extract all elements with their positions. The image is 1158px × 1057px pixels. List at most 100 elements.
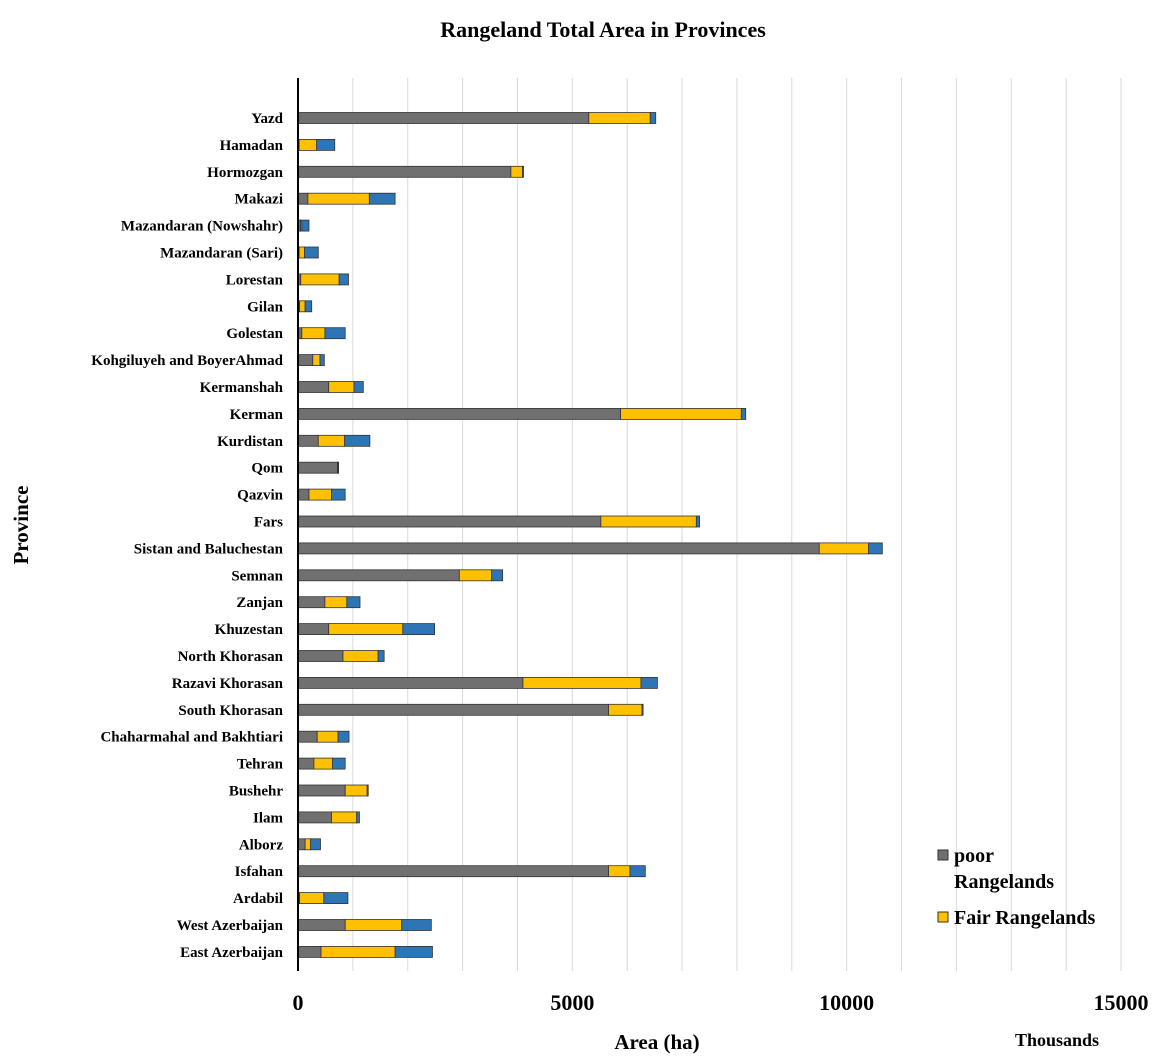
category-label-west-azerbaijan: West Azerbaijan	[177, 918, 284, 934]
bar-segment-mazandaran-nowshahr-series-2	[301, 219, 310, 232]
category-label-hamadan: Hamadan	[220, 138, 284, 154]
bar-segment-lorestan-series-1	[300, 273, 340, 286]
bar-segment-alborz-series-0	[297, 838, 306, 851]
bar-segment-khuzestan-series-1	[328, 623, 404, 635]
category-label-makazi: Makazi	[235, 192, 283, 208]
y-axis-title: Province	[9, 486, 33, 565]
bar-group-ardabil	[297, 892, 349, 904]
bar-segment-sistan-and-baluchestan-series-2	[868, 542, 883, 555]
bar-group-hormozgan	[297, 165, 524, 178]
bar-group-chaharmahal-and-bakhtiari	[297, 730, 350, 743]
category-label-gilan: Gilan	[247, 299, 284, 315]
bar-segment-west-azerbaijan-series-2	[401, 919, 432, 931]
bar-segment-south-khorasan-series-1	[608, 703, 643, 716]
chart-title: Rangeland Total Area in Provinces	[440, 17, 766, 42]
y-axis-category-labels: Yazd Hamadan Hormozgan Makazi Mazandaran (No…	[91, 111, 283, 961]
legend-label-poor-rangelands: poor Rangelands	[954, 845, 1054, 893]
bar-segment-zanjan-series-2	[346, 596, 361, 609]
category-label-fars: Fars	[254, 515, 283, 531]
bar-segment-qazvin-series-1	[308, 488, 332, 501]
legend-label-poor-rangelands-line1: poor	[954, 845, 994, 867]
category-label-qazvin: Qazvin	[237, 488, 283, 504]
bar-segment-east-azerbaijan-series-1	[320, 946, 396, 958]
bar-segment-north-khorasan-series-0	[297, 650, 344, 662]
category-label-isfahan: Isfahan	[235, 864, 284, 880]
bar-segment-khuzestan-series-2	[402, 623, 436, 635]
bar-segment-qazvin-series-0	[297, 488, 310, 501]
bar-segment-tehran-series-1	[313, 757, 333, 770]
bar-segment-qom-series-2	[337, 461, 340, 474]
bar-segment-sistan-and-baluchestan-series-0	[297, 542, 820, 555]
bar-group-fars	[297, 515, 701, 528]
bar-segment-south-khorasan-series-2	[641, 703, 644, 716]
bar-segment-chaharmahal-and-bakhtiari-series-1	[316, 730, 339, 743]
x-axis-units-label: Thousands	[1015, 1030, 1099, 1050]
x-tick-label: 15000	[1094, 990, 1149, 1015]
bar-group-hamadan	[297, 138, 336, 151]
bar-segment-fars-series-0	[297, 515, 602, 528]
category-label-mazandaran-sari: Mazandaran (Sari)	[160, 246, 283, 262]
bar-segment-yazd-series-2	[649, 112, 657, 124]
legend-label-fair-rangelands: Fair Rangelands	[954, 907, 1096, 929]
bar-segment-east-azerbaijan-series-0	[297, 946, 322, 958]
category-label-razavi-khorasan: Razavi Khorasan	[172, 676, 284, 692]
bar-group-ilam	[297, 811, 360, 824]
bar-segment-kohgiluyeh-and-boyerahmad-series-1	[312, 354, 321, 367]
category-label-ardabil: Ardabil	[233, 891, 283, 907]
bar-segment-kerman-series-1	[620, 407, 742, 420]
bar-segment-alborz-series-2	[310, 838, 321, 851]
bar-segment-tehran-series-2	[332, 757, 346, 770]
bar-segment-west-azerbaijan-series-0	[297, 919, 346, 931]
bar-segment-khuzestan-series-0	[297, 623, 330, 635]
x-tick-label: 0	[293, 990, 304, 1015]
bar-series-group	[297, 112, 883, 958]
bar-segment-chaharmahal-and-bakhtiari-series-0	[297, 730, 318, 743]
legend-swatch-fair-rangelands	[937, 911, 949, 923]
bar-group-semnan	[297, 569, 504, 582]
bar-segment-razavi-khorasan-series-1	[522, 677, 642, 689]
category-label-lorestan: Lorestan	[226, 272, 284, 288]
bar-segment-golestan-series-2	[324, 327, 346, 340]
bar-segment-kurdistan-series-0	[297, 434, 319, 447]
category-label-sistan-and-baluchestan: Sistan and Baluchestan	[134, 541, 284, 557]
bar-group-mazandaran-sari	[297, 246, 319, 259]
bar-segment-mazandaran-sari-series-1	[298, 246, 305, 259]
bar-group-bushehr	[297, 784, 369, 797]
bar-segment-north-khorasan-series-1	[342, 650, 379, 662]
bar-group-south-khorasan	[297, 703, 644, 716]
bar-segment-ilam-series-2	[356, 811, 360, 824]
bar-segment-mazandaran-sari-series-2	[304, 246, 319, 259]
bar-group-east-azerbaijan	[297, 946, 433, 958]
bar-segment-kermanshah-series-1	[328, 381, 355, 393]
bar-group-kerman	[297, 407, 747, 420]
bar-segment-south-khorasan-series-0	[297, 703, 609, 716]
bar-group-qom	[297, 461, 340, 474]
bar-group-lorestan	[297, 273, 349, 286]
category-label-kurdistan: Kurdistan	[217, 434, 284, 450]
bar-segment-sistan-and-baluchestan-series-1	[818, 542, 870, 555]
category-label-kermanshah: Kermanshah	[200, 380, 284, 396]
bar-segment-yazd-series-0	[297, 112, 590, 124]
bar-segment-north-khorasan-series-2	[377, 650, 385, 662]
bar-segment-chaharmahal-and-bakhtiari-series-2	[337, 730, 350, 743]
legend-label-poor-rangelands-line2: Rangelands	[954, 871, 1054, 893]
bar-segment-razavi-khorasan-series-0	[297, 677, 524, 689]
bar-segment-qom-series-0	[297, 461, 338, 474]
bar-segment-ardabil-series-1	[299, 892, 325, 904]
bar-segment-isfahan-series-2	[629, 865, 646, 878]
bar-segment-isfahan-series-0	[297, 865, 609, 878]
bar-segment-semnan-series-0	[297, 569, 460, 582]
bar-segment-lorestan-series-2	[338, 273, 349, 286]
bar-segment-kermanshah-series-0	[297, 381, 330, 393]
bar-segment-hormozgan-series-0	[297, 165, 512, 178]
bar-group-golestan	[297, 327, 346, 340]
bar-group-north-khorasan	[297, 650, 385, 662]
bar-segment-hamadan-series-1	[298, 138, 318, 151]
category-label-south-khorasan: South Khorasan	[178, 703, 283, 719]
bar-segment-hormozgan-series-1	[510, 165, 523, 178]
bar-segment-kurdistan-series-2	[344, 434, 371, 447]
bar-segment-makazi-series-1	[307, 192, 370, 205]
x-tick-label: 5000	[550, 990, 594, 1015]
bar-group-razavi-khorasan	[297, 677, 658, 689]
